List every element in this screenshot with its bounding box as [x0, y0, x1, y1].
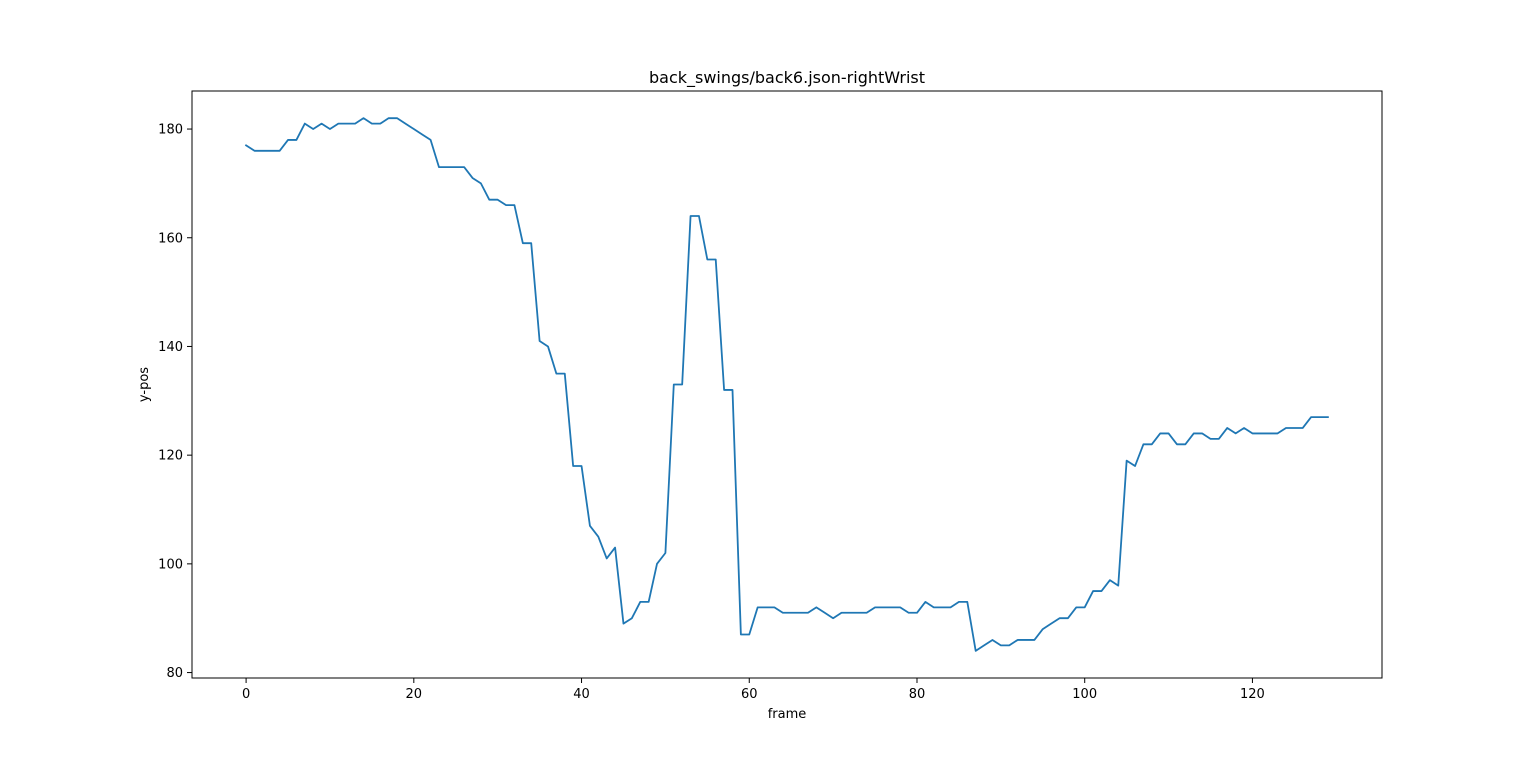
x-axis-label: frame — [768, 707, 807, 722]
x-tick-label: 20 — [406, 687, 423, 702]
y-tick-label: 80 — [166, 666, 183, 681]
y-tick-label: 120 — [158, 449, 183, 464]
x-axis: 0 20 40 60 80 100 120 — [242, 678, 1265, 702]
y-tick-label: 160 — [158, 231, 183, 246]
y-axis: 80 100 120 140 160 180 — [158, 123, 192, 681]
x-tick-label: 120 — [1240, 687, 1265, 702]
y-tick-label: 140 — [158, 340, 183, 355]
chart-title: back_swings/back6.json-rightWrist — [649, 68, 925, 88]
x-tick-label: 100 — [1072, 687, 1097, 702]
plot-frame — [191, 90, 1383, 679]
x-tick-label: 0 — [242, 687, 250, 702]
x-tick-label: 80 — [909, 687, 926, 702]
y-tick-label: 100 — [158, 557, 183, 572]
y-tick-label: 180 — [158, 123, 183, 138]
series-line-rightwrist — [244, 117, 1329, 652]
x-tick-label: 60 — [741, 687, 758, 702]
y-axis-label: y-pos — [137, 367, 152, 402]
x-tick-label: 40 — [573, 687, 590, 702]
plot-area — [192, 91, 1382, 678]
